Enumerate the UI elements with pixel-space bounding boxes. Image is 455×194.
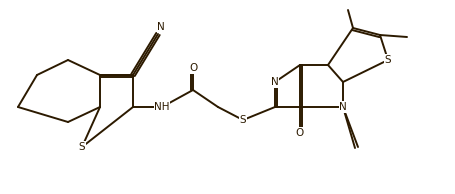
Text: O: O [189, 63, 197, 73]
Text: N: N [157, 22, 165, 32]
Text: S: S [240, 115, 246, 125]
Text: O: O [296, 128, 304, 138]
Text: N: N [339, 102, 347, 112]
Text: N: N [271, 77, 279, 87]
Text: NH: NH [154, 102, 170, 112]
Text: S: S [384, 55, 391, 65]
Text: S: S [79, 142, 86, 152]
